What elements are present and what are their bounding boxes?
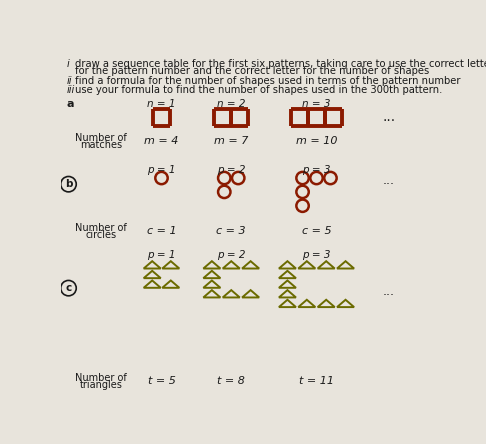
Text: n = 3: n = 3 [302,99,331,109]
Text: c = 1: c = 1 [147,226,176,236]
Text: ...: ... [382,174,394,187]
Text: triangles: triangles [80,380,122,390]
Text: iii: iii [67,85,75,95]
Text: ...: ... [382,110,396,124]
Text: matches: matches [80,139,122,150]
Text: Number of: Number of [75,133,127,143]
Text: Number of: Number of [75,373,127,383]
Text: draw a sequence table for the first six patterns, taking care to use the correct: draw a sequence table for the first six … [75,59,486,69]
Text: t = 8: t = 8 [217,376,245,386]
Text: ii: ii [67,75,72,86]
Text: n = 2: n = 2 [217,99,245,109]
Text: p = 1: p = 1 [147,250,176,260]
Text: t = 11: t = 11 [299,376,334,386]
Text: c = 3: c = 3 [216,226,246,236]
Text: find a formula for the number of shapes used in terms of the pattern number: find a formula for the number of shapes … [75,75,460,86]
Text: m = 4: m = 4 [144,136,179,146]
Text: Number of: Number of [75,223,127,233]
Text: c: c [66,283,71,293]
Text: use your formula to find the number of shapes used in the 300th pattern.: use your formula to find the number of s… [75,85,442,95]
Text: p = 2: p = 2 [217,250,245,260]
Text: m = 7: m = 7 [214,136,248,146]
Text: circles: circles [86,230,117,240]
Text: a: a [67,99,74,109]
Text: i: i [67,59,69,69]
Text: p = 3: p = 3 [302,250,331,260]
Text: m = 10: m = 10 [296,136,337,146]
Text: p = 3: p = 3 [302,165,331,175]
Text: p = 1: p = 1 [147,165,176,175]
Text: b: b [65,179,72,189]
Text: p = 2: p = 2 [217,165,245,175]
Text: t = 5: t = 5 [148,376,175,386]
Text: c = 5: c = 5 [302,226,331,236]
Text: ...: ... [382,285,394,298]
Text: n = 1: n = 1 [147,99,176,109]
Text: for the pattern number and the correct letter for the number of shapes: for the pattern number and the correct l… [75,66,429,76]
